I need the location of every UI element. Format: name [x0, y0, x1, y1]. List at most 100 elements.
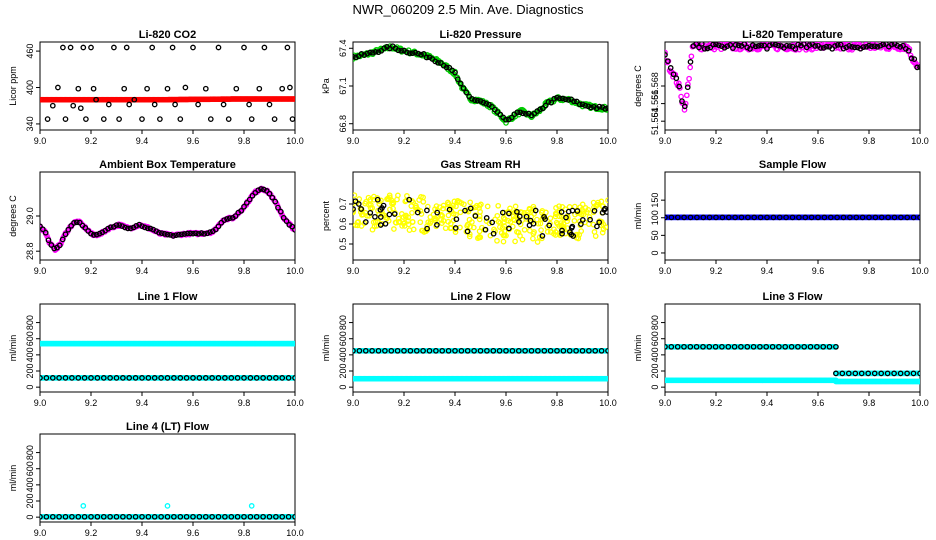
data-point — [782, 343, 789, 350]
y-tick-label: 600 — [338, 331, 348, 346]
data-point — [542, 216, 548, 222]
data-point — [712, 343, 719, 350]
data-point — [477, 98, 484, 104]
data-point — [454, 76, 461, 83]
data-point — [853, 214, 860, 221]
x-tick-label: 9.4 — [136, 528, 149, 538]
data-point — [156, 229, 162, 236]
data-point — [551, 95, 558, 102]
data-point — [173, 232, 179, 239]
data-point — [412, 49, 419, 56]
data-point — [559, 95, 566, 102]
data-point — [280, 214, 287, 221]
data-point — [105, 101, 112, 108]
x-tick-label: 9.6 — [500, 398, 513, 408]
data-point — [222, 375, 228, 381]
data-point — [833, 370, 839, 377]
chart-panel: Sample Flow 9.0 9.2 9.4 9.6 9.8 10.0 0 50 100 150 m… — [633, 159, 929, 276]
x-tick-label: 9.6 — [187, 398, 200, 408]
data-point — [132, 513, 139, 520]
series-group — [665, 343, 920, 385]
data-point — [738, 214, 745, 221]
data-point — [910, 370, 917, 377]
plot-frame — [352, 41, 609, 131]
y-tick-label: 51.564 — [650, 107, 660, 135]
data-point — [408, 203, 415, 209]
data-point — [457, 80, 464, 87]
y-tick-label: 600 — [25, 331, 35, 346]
data-point — [815, 214, 821, 221]
data-point — [823, 43, 830, 50]
data-point — [190, 375, 196, 381]
y-tick-label: 0 — [338, 385, 348, 390]
data-point — [248, 503, 255, 509]
y-tick-label: 0.6 — [338, 218, 348, 231]
data-point — [548, 99, 555, 106]
data-point — [562, 96, 569, 103]
data-point — [530, 230, 537, 237]
data-point — [382, 220, 389, 227]
y-tick-label: 400 — [25, 477, 35, 492]
y-tick-label: 0.5 — [338, 238, 348, 251]
data-point — [911, 56, 918, 62]
data-point — [279, 375, 286, 381]
y-tick-label: 800 — [650, 315, 660, 330]
data-point — [495, 218, 502, 225]
data-point — [667, 65, 674, 71]
data-point — [530, 235, 536, 242]
series-group — [353, 347, 608, 382]
data-point — [88, 44, 94, 51]
data-point — [735, 42, 742, 49]
data-point — [145, 513, 152, 520]
data-point — [385, 217, 392, 224]
data-point — [62, 116, 69, 122]
data-point — [399, 223, 405, 229]
data-point — [284, 44, 291, 51]
data-point — [605, 105, 608, 111]
data-point — [145, 375, 152, 381]
data-point — [482, 226, 489, 233]
data-point — [272, 198, 279, 205]
data-point — [576, 101, 583, 108]
data-point — [161, 231, 168, 237]
data-point — [858, 370, 865, 377]
data-point — [386, 211, 393, 218]
x-tick-label: 10.0 — [599, 136, 617, 146]
data-point — [424, 223, 430, 229]
data-point — [55, 84, 61, 91]
data-point — [868, 43, 875, 50]
data-point — [490, 230, 497, 237]
data-point — [196, 375, 203, 381]
data-point — [547, 347, 554, 354]
x-tick-label: 9.0 — [34, 266, 47, 276]
data-point — [369, 347, 375, 354]
data-point — [514, 229, 520, 235]
data-point — [897, 44, 904, 50]
data-point — [761, 42, 768, 49]
data-point — [745, 214, 751, 221]
y-tick-label: 400 — [25, 347, 35, 362]
data-point — [266, 101, 273, 108]
data-point — [747, 46, 753, 52]
data-point — [679, 98, 685, 105]
series-group — [665, 214, 920, 221]
x-tick-label: 9.0 — [34, 528, 47, 538]
x-tick-label: 9.8 — [551, 136, 564, 146]
data-point — [212, 226, 219, 233]
y-tick-label: 0 — [25, 385, 35, 390]
data-point — [532, 207, 539, 214]
data-point — [215, 375, 222, 381]
plot-frame — [39, 171, 296, 261]
data-point — [503, 232, 509, 239]
x-tick-label: 9.2 — [398, 398, 411, 408]
data-point — [175, 231, 182, 238]
data-point — [556, 209, 562, 216]
x-tick-label: 9.4 — [761, 266, 774, 276]
data-point — [445, 347, 452, 354]
x-tick-label: 9.0 — [659, 136, 672, 146]
data-point — [139, 223, 145, 229]
data-point — [164, 231, 171, 238]
data-point — [374, 196, 381, 203]
data-point — [673, 75, 680, 82]
data-point — [467, 199, 474, 206]
